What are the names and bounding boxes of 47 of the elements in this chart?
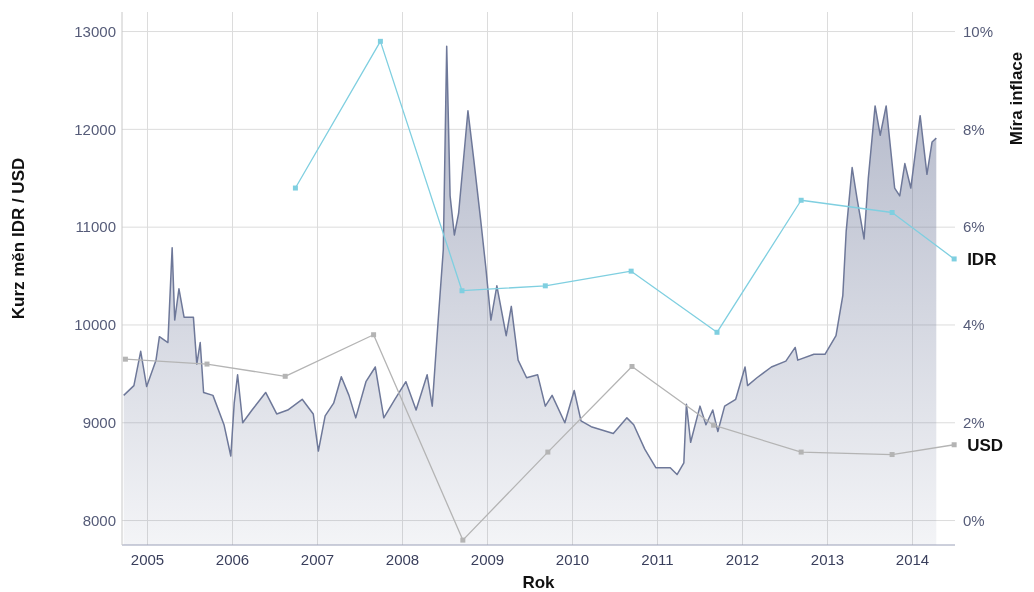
x-tick-label: 2010 [555,551,590,568]
x-tick-label: 2008 [385,551,420,568]
x-tick-label: 2013 [810,551,845,568]
x-tick-label: 2009 [470,551,505,568]
y-axis-title: Kurz měn IDR / USD [9,157,28,320]
y2-axis-title: Míra inflace [1007,51,1026,146]
series-label: IDR [967,249,997,269]
point [951,256,957,262]
point [629,364,635,370]
point [122,356,128,362]
x-tick-label: 2012 [725,551,760,568]
point [714,329,720,335]
x-axis-title: Rok [522,573,556,592]
y2-tick-label: 8% [963,120,985,138]
y-tick-label: 11000 [75,218,116,236]
point [628,268,634,274]
point [798,197,804,203]
x-tick-label: 2006 [215,551,250,568]
y-tick-label: 12000 [74,120,116,138]
point [371,332,377,338]
point [377,38,383,44]
x-tick-label: 2005 [130,551,165,568]
y2-tick-label: 4% [963,316,985,334]
point [889,209,895,215]
point [282,373,288,379]
point [460,537,466,543]
y2-tick-label: 10% [963,22,994,40]
y-tick-label: 13000 [74,22,116,40]
point [459,288,465,294]
point [292,185,298,191]
point [889,452,895,458]
point [545,449,551,455]
point [798,449,804,455]
point [951,442,957,448]
y-tick-label: 8000 [82,511,116,529]
y2-tick-label: 0% [963,511,985,529]
x-tick-label: 2011 [641,551,674,568]
y2-tick-label: 6% [963,218,985,236]
point [204,361,210,367]
point [711,422,717,428]
series-label: USD [967,435,1004,455]
y-tick-label: 10000 [74,316,116,334]
point [542,283,548,289]
x-tick-label: 2007 [300,551,335,568]
y2-tick-label: 2% [963,414,985,431]
x-tick-label: 2014 [895,551,930,568]
y-tick-label: 9000 [82,414,116,431]
